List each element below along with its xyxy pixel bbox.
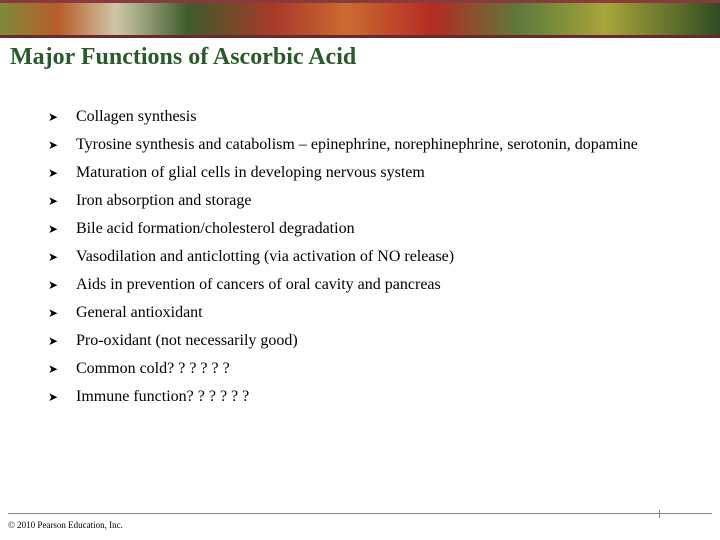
- list-item-text: Maturation of glial cells in developing …: [76, 163, 455, 183]
- list-item: ➤Aids in prevention of cancers of oral c…: [48, 275, 700, 295]
- list-item: ➤Vasodilation and anticlotting (via acti…: [48, 247, 700, 267]
- list-item: ➤Tyrosine synthesis and catabolism – epi…: [48, 135, 700, 155]
- list-item: ➤Pro-oxidant (not necessarily good): [48, 331, 700, 351]
- list-item-text: Common cold? ? ? ? ? ?: [76, 359, 260, 379]
- bullet-list: ➤Collagen synthesis➤Tyrosine synthesis a…: [0, 71, 720, 407]
- list-item: ➤Immune function? ? ? ? ? ?: [48, 387, 700, 407]
- footer-tick: [659, 510, 660, 518]
- bullet-icon: ➤: [48, 331, 76, 349]
- bullet-icon: ➤: [48, 359, 76, 377]
- list-item-text: Immune function? ? ? ? ? ?: [76, 387, 279, 407]
- list-item-text: Vasodilation and anticlotting (via activ…: [76, 247, 484, 267]
- bullet-icon: ➤: [48, 247, 76, 265]
- bullet-icon: ➤: [48, 135, 76, 153]
- list-item: ➤Iron absorption and storage: [48, 191, 700, 211]
- list-item-text: Aids in prevention of cancers of oral ca…: [76, 275, 471, 295]
- list-item-text: Collagen synthesis: [76, 107, 226, 127]
- list-item-text: Bile acid formation/cholesterol degradat…: [76, 219, 385, 239]
- list-item-text: Tyrosine synthesis and catabolism – epin…: [76, 135, 668, 155]
- list-item: ➤Common cold? ? ? ? ? ?: [48, 359, 700, 379]
- footer-divider: [8, 513, 712, 514]
- bullet-icon: ➤: [48, 387, 76, 405]
- list-item: ➤Collagen synthesis: [48, 107, 700, 127]
- bullet-icon: ➤: [48, 275, 76, 293]
- list-item-text: General antioxidant: [76, 303, 233, 323]
- bullet-icon: ➤: [48, 219, 76, 237]
- list-item: ➤Maturation of glial cells in developing…: [48, 163, 700, 183]
- bullet-icon: ➤: [48, 191, 76, 209]
- header-banner: [0, 0, 720, 38]
- page-title: Major Functions of Ascorbic Acid: [0, 38, 720, 71]
- list-item-text: Iron absorption and storage: [76, 191, 282, 211]
- list-item-text: Pro-oxidant (not necessarily good): [76, 331, 328, 351]
- list-item: ➤General antioxidant: [48, 303, 700, 323]
- list-item: ➤Bile acid formation/cholesterol degrada…: [48, 219, 700, 239]
- copyright-footer: © 2010 Pearson Education, Inc.: [8, 520, 123, 530]
- bullet-icon: ➤: [48, 303, 76, 321]
- bullet-icon: ➤: [48, 107, 76, 125]
- bullet-icon: ➤: [48, 163, 76, 181]
